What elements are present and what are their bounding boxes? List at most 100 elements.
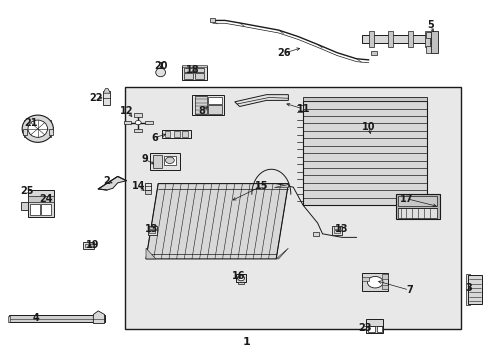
Bar [182, 131, 187, 136]
Bar [235, 274, 246, 282]
Bar [182, 66, 207, 80]
Text: 13: 13 [335, 224, 348, 234]
Text: 8: 8 [198, 106, 205, 116]
Polygon shape [234, 95, 288, 107]
Bar [395, 194, 439, 220]
Bar [194, 68, 203, 72]
Text: 5: 5 [427, 20, 433, 30]
Ellipse shape [22, 115, 53, 142]
Bar [430, 31, 437, 53]
Bar [397, 208, 436, 218]
Text: 1: 1 [243, 337, 250, 347]
Text: 12: 12 [120, 106, 133, 116]
Bar [465, 274, 469, 305]
Bar [376, 326, 381, 332]
Bar [366, 319, 383, 333]
Bar [82, 242, 94, 249]
Bar [361, 273, 387, 291]
Bar [333, 226, 339, 229]
Text: 18: 18 [185, 64, 199, 75]
Bar [312, 232, 318, 235]
Bar [361, 35, 436, 43]
Bar [24, 121, 51, 137]
Bar [149, 226, 155, 229]
Bar [134, 129, 142, 132]
Bar [194, 96, 206, 114]
Bar [183, 68, 192, 72]
Bar [41, 204, 51, 215]
Text: 11: 11 [296, 104, 309, 114]
Bar [163, 156, 176, 165]
Bar [145, 190, 151, 194]
Text: 7: 7 [405, 285, 412, 295]
Text: 22: 22 [89, 93, 103, 103]
Bar [397, 196, 436, 206]
Text: 3: 3 [465, 283, 471, 293]
Polygon shape [93, 311, 104, 323]
Polygon shape [146, 248, 156, 259]
Text: 25: 25 [20, 186, 33, 197]
Text: 16: 16 [231, 271, 245, 281]
Bar [161, 130, 190, 138]
Bar [22, 129, 26, 135]
Bar [361, 277, 368, 281]
Bar [30, 204, 40, 215]
Text: 21: 21 [24, 118, 38, 128]
Bar [8, 316, 10, 321]
Ellipse shape [237, 276, 244, 281]
Bar [134, 113, 142, 117]
Bar [90, 244, 93, 247]
Bar [149, 230, 155, 233]
Ellipse shape [156, 68, 165, 77]
Bar [381, 274, 387, 279]
Bar [103, 91, 110, 105]
Bar [49, 129, 53, 135]
Bar [145, 121, 153, 125]
Ellipse shape [28, 120, 47, 137]
Text: 19: 19 [85, 239, 99, 249]
Bar [237, 282, 244, 284]
Text: 6: 6 [151, 133, 157, 143]
Bar [27, 190, 54, 217]
Bar [150, 153, 179, 170]
Bar [153, 154, 161, 168]
Bar [467, 275, 482, 304]
Bar [27, 196, 54, 202]
Ellipse shape [366, 276, 382, 288]
Bar [333, 230, 339, 233]
Text: 9: 9 [142, 154, 148, 164]
Polygon shape [273, 184, 288, 187]
Bar [387, 31, 392, 47]
Bar [194, 73, 203, 79]
Ellipse shape [165, 157, 174, 163]
Bar [331, 226, 341, 234]
Bar [182, 64, 207, 67]
Ellipse shape [135, 121, 141, 125]
Text: 13: 13 [145, 224, 158, 234]
Bar [125, 87, 461, 329]
Bar [21, 202, 27, 211]
Polygon shape [303, 97, 427, 101]
Bar [173, 131, 179, 136]
Bar [192, 95, 224, 116]
Bar [381, 285, 387, 289]
Text: 26: 26 [276, 48, 290, 58]
Text: 15: 15 [254, 181, 268, 191]
Text: 23: 23 [358, 323, 371, 333]
Bar [207, 105, 221, 114]
Polygon shape [276, 248, 288, 259]
Bar [144, 183, 151, 190]
Bar [9, 315, 104, 322]
Bar [148, 226, 157, 234]
Text: 20: 20 [154, 61, 167, 71]
Bar [425, 46, 430, 53]
Bar [407, 31, 412, 47]
Text: 10: 10 [361, 122, 375, 132]
Bar [425, 32, 430, 39]
Bar [303, 101, 427, 205]
Bar [164, 131, 170, 136]
Bar [123, 121, 131, 125]
Polygon shape [103, 89, 110, 93]
Text: 17: 17 [399, 194, 412, 204]
Text: 24: 24 [39, 194, 53, 204]
